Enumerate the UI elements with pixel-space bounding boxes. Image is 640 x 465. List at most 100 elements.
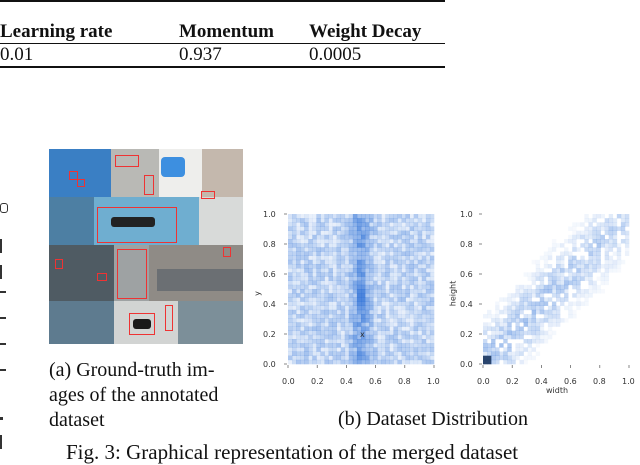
x-tick-label: 0.6 [564, 377, 577, 386]
heatmap-cell [365, 339, 370, 344]
heatmap-cell [429, 280, 435, 286]
heatmap-cell [288, 255, 293, 261]
heatmap-cell [352, 222, 358, 227]
heatmap-cell [425, 330, 431, 336]
heatmap-cell [308, 355, 313, 361]
heatmap-cell [300, 243, 305, 248]
heatmap-cell [596, 239, 601, 244]
heatmap-cell [543, 314, 549, 319]
heatmap-cell [519, 297, 524, 302]
heatmap-cell [308, 305, 313, 311]
heatmap-cell [547, 272, 553, 277]
heatmap-cell [316, 305, 321, 311]
heatmap-cell [425, 355, 431, 361]
heatmap-cell [413, 284, 419, 290]
heatmap-cell [348, 239, 354, 244]
heatmap-cell [413, 226, 419, 231]
heatmap-cell [576, 234, 581, 240]
heatmap-cell [560, 251, 565, 256]
heatmap-cell [397, 239, 402, 244]
heatmap-cell [381, 297, 386, 302]
heatmap-cell [340, 297, 346, 302]
heatmap-cell [604, 264, 610, 269]
heatmap-cell [361, 247, 366, 252]
heatmap-cell [616, 247, 622, 252]
heatmap-cell [560, 268, 565, 273]
heatmap-cell [361, 347, 366, 352]
heatmap-cell [356, 218, 362, 223]
heatmap-cell [304, 247, 309, 252]
caption-line: (a) Ground-truth im- [49, 359, 215, 381]
heatmap-cell [385, 214, 390, 219]
heatmap-cell [608, 255, 614, 261]
heatmap-cell [495, 351, 500, 356]
heatmap-cell [381, 339, 386, 344]
heatmap-cell [429, 214, 435, 219]
heatmap-cell [324, 268, 329, 273]
heatmap-cell [425, 272, 431, 277]
heatmap-cell [348, 222, 354, 227]
heatmap-cell [547, 318, 553, 323]
heatmap-cell [592, 234, 597, 240]
heatmap-cell [316, 272, 321, 277]
heatmap-cell [527, 343, 532, 348]
heatmap-cell [499, 297, 504, 302]
heatmap-cell [296, 359, 301, 365]
heatmap-cell [535, 289, 541, 294]
heatmap-cell [340, 214, 346, 219]
heatmap-cell [365, 226, 370, 231]
heatmap-cell [328, 264, 333, 269]
heatmap-cell [393, 314, 398, 319]
heatmap-cell [304, 339, 309, 344]
heatmap-cell [612, 264, 618, 269]
heatmap-cell [361, 326, 366, 331]
heatmap-cell [596, 264, 601, 269]
heatmap-cell [332, 339, 337, 344]
heatmap-cell [397, 309, 402, 315]
heatmap-cell [369, 322, 374, 327]
heatmap-cell [429, 259, 435, 265]
heatmap-cell [348, 347, 354, 352]
heatmap-cell [393, 230, 398, 236]
heatmap-cell [592, 280, 597, 286]
heatmap-cell [389, 222, 394, 227]
heatmap-cell [413, 268, 419, 273]
heatmap-cell [389, 322, 394, 327]
heatmap-cell [547, 305, 553, 311]
heatmap-cell [385, 343, 390, 348]
heatmap-cell [393, 214, 398, 219]
heatmap-cell [377, 339, 382, 344]
heatmap-cell [425, 222, 431, 227]
heatmap-cell [344, 301, 350, 306]
heatmap-cell [507, 301, 512, 306]
heatmap-cell [425, 251, 431, 256]
heatmap-cell [417, 343, 423, 348]
heatmap-cell [405, 230, 410, 236]
heatmap-cell [356, 322, 362, 327]
heatmap-cell [308, 251, 313, 256]
heatmap-cell [328, 305, 333, 311]
heatmap-cell [336, 322, 342, 327]
heatmap-cell [377, 322, 382, 327]
heatmap-cell [348, 276, 354, 281]
heatmap-cell [543, 259, 549, 265]
heatmap-cell [425, 343, 431, 348]
heatmap-cell [381, 239, 386, 244]
heatmap-cell [352, 243, 358, 248]
heatmap-cell [405, 289, 410, 294]
heatmap-cell [316, 309, 321, 315]
heatmap-cell [572, 239, 577, 244]
heatmap-cell [308, 234, 313, 240]
heatmap-cell [292, 309, 297, 315]
heatmap-cell [344, 347, 350, 352]
heatmap-cell [344, 284, 350, 290]
heatmap-cell [340, 309, 346, 315]
heatmap-cell [312, 314, 317, 319]
heatmap-cell [560, 243, 565, 248]
heatmap-cell [381, 247, 386, 252]
heatmap-cell [336, 326, 342, 331]
heatmap-cell [604, 226, 610, 231]
heatmap-cell [576, 222, 581, 227]
heatmap-cell [429, 330, 435, 336]
heatmap-cell [556, 322, 561, 327]
